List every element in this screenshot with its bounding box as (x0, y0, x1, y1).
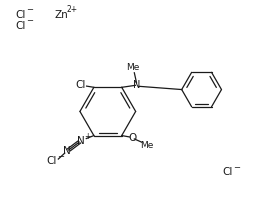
Text: −: − (234, 163, 241, 172)
Text: Cl: Cl (15, 10, 26, 20)
Text: Zn: Zn (55, 10, 68, 20)
Text: N: N (63, 146, 71, 156)
Text: O: O (128, 133, 136, 142)
Text: Cl: Cl (75, 80, 86, 90)
Text: Cl: Cl (15, 21, 26, 31)
Text: N: N (77, 136, 85, 145)
Text: Cl: Cl (47, 156, 57, 166)
Text: −: − (57, 152, 64, 161)
Text: Me: Me (126, 63, 140, 72)
Text: N: N (134, 80, 141, 90)
Text: Cl: Cl (223, 167, 233, 177)
Text: −: − (26, 16, 33, 25)
Text: 2+: 2+ (66, 5, 78, 15)
Text: −: − (26, 5, 33, 15)
Text: Me: Me (141, 141, 154, 150)
Text: +: + (84, 132, 91, 141)
